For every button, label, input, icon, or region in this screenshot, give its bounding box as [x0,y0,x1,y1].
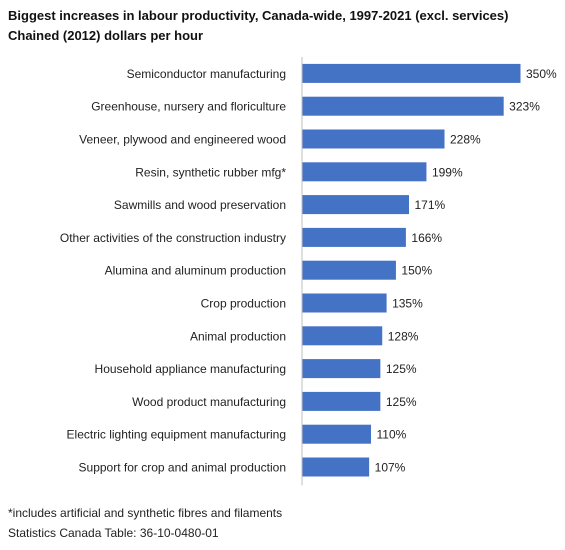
data-label: 125% [386,395,417,409]
chart-footer: *includes artificial and synthetic fibre… [8,503,282,543]
data-label: 323% [509,100,540,114]
chart-title-block: Biggest increases in labour productivity… [8,6,508,46]
category-label: Alumina and aluminum production [105,264,286,278]
bar [302,129,445,149]
bar [302,457,370,477]
data-label: 135% [392,297,423,311]
footnote: *includes artificial and synthetic fibre… [8,506,283,520]
bar [302,293,387,313]
bar [302,424,372,444]
data-label: 107% [375,461,406,475]
data-label: 171% [415,198,446,212]
data-label: 166% [411,231,442,245]
category-label: Sawmills and wood preservation [114,198,286,212]
category-label: Other activities of the construction ind… [60,231,286,245]
bar [302,195,410,215]
category-label: Crop production [201,297,286,311]
bar [302,359,381,379]
data-label: 110% [377,428,407,442]
chart-subtitle: Chained (2012) dollars per hour [8,28,204,43]
data-label: 350% [526,67,557,81]
data-label: 199% [432,165,463,179]
data-label: 125% [386,362,417,376]
category-label: Household appliance manufacturing [95,362,286,376]
source-note: Statistics Canada Table: 36-10-0480-01 [8,526,219,540]
bar [302,227,406,247]
category-label: Greenhouse, nursery and floriculture [91,100,286,114]
bar [302,260,396,280]
chart-title: Biggest increases in labour productivity… [8,8,509,23]
bar [302,391,381,411]
bar [302,162,427,182]
category-label: Veneer, plywood and engineered wood [79,133,286,147]
data-label: 228% [450,133,481,147]
data-label: 150% [401,264,432,278]
bar [302,326,383,346]
category-label: Semiconductor manufacturing [127,67,286,81]
category-label: Resin, synthetic rubber mfg* [135,165,286,179]
category-label: Animal production [190,329,286,343]
data-label: 128% [388,329,419,343]
category-label: Electric lighting equipment manufacturin… [67,428,286,442]
category-label: Wood product manufacturing [132,395,286,409]
bar [302,63,521,83]
category-label: Support for crop and animal production [79,461,286,475]
bar [302,96,504,116]
